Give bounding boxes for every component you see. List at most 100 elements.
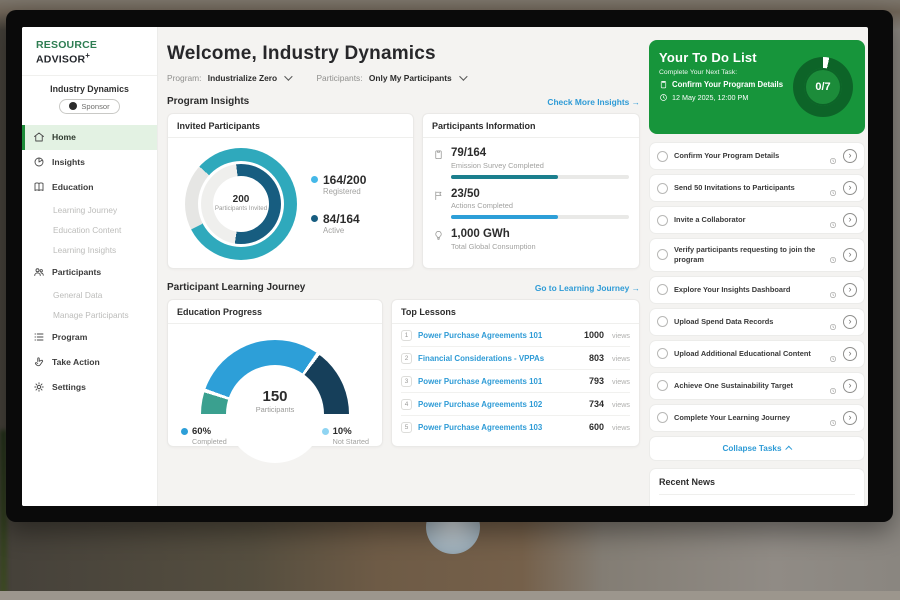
task-checkbox[interactable] (657, 380, 668, 391)
chevron-right-button[interactable]: › (843, 315, 857, 329)
lesson-link[interactable]: Power Purchase Agreements 101 (418, 331, 578, 340)
task-checkbox[interactable] (657, 151, 668, 162)
program-insights-title: Program Insights (167, 96, 249, 107)
task-checkbox[interactable] (657, 316, 668, 327)
sponsor-label: Sponsor (81, 102, 109, 111)
legend-completed: 60% Completed (181, 426, 227, 446)
logo-resource: RESOURCE (36, 39, 97, 51)
task-checkbox[interactable] (657, 249, 668, 260)
learning-journey-title: Participant Learning Journey (167, 282, 305, 293)
program-filter[interactable]: Program: Industrialize Zero (167, 73, 290, 83)
task-complete-learning-journey[interactable]: Complete Your Learning Journey › (649, 404, 865, 432)
stat-actions: 23/50 Actions Completed (432, 188, 630, 220)
participants-information-card: Participants Information 79/164 Emission… (422, 113, 640, 269)
logo-plus: + (85, 51, 90, 60)
chevron-right-button[interactable]: › (843, 347, 857, 361)
sidebar-item-label: Take Action (52, 357, 100, 367)
sponsor-badge[interactable]: Sponsor (59, 99, 119, 114)
sidebar-item-label: Program (52, 332, 87, 342)
participants-information-title: Participants Information (423, 121, 639, 138)
task-checkbox[interactable] (657, 348, 668, 359)
participants-filter[interactable]: Participants: Only My Participants (316, 73, 465, 83)
clock-icon (829, 286, 837, 294)
clock-icon (829, 350, 837, 358)
task-checkbox[interactable] (657, 215, 668, 226)
learning-journey-header: Participant Learning Journey Go to Learn… (167, 282, 640, 293)
task-upload-spend-data[interactable]: Upload Spend Data Records › (649, 308, 865, 336)
arrow-right-icon: → (632, 283, 640, 293)
program-filter-label: Program: (167, 73, 201, 83)
task-achieve-sustainability-target[interactable]: Achieve One Sustainability Target › (649, 372, 865, 400)
sidebar-item-manage-participants[interactable]: Manage Participants (22, 305, 157, 325)
lesson-link[interactable]: Financial Considerations - VPPAs (418, 354, 583, 363)
sidebar-item-participants[interactable]: Participants (22, 260, 157, 285)
clock-icon (659, 93, 668, 102)
program-filter-value: Industrialize Zero (208, 73, 277, 83)
lesson-rank: 1 (401, 330, 412, 341)
lesson-link[interactable]: Power Purchase Agreements 103 (418, 423, 583, 432)
dashboard-screen: RESOURCE ADVISOR+ Industry Dynamics Spon… (22, 27, 868, 506)
insights-icon (32, 156, 45, 169)
collapse-tasks-link[interactable]: Collapse Tasks (649, 436, 865, 461)
education-progress-title: Education Progress (168, 307, 382, 324)
take-action-icon (32, 356, 45, 369)
task-send-invitations[interactable]: Send 50 Invitations to Participants › (649, 174, 865, 202)
task-confirm-program-details[interactable]: Confirm Your Program Details › (649, 142, 865, 170)
sidebar-item-education[interactable]: Education (22, 175, 157, 200)
sidebar-item-settings[interactable]: Settings (22, 375, 157, 400)
lesson-row: 4 Power Purchase Agreements 102 734views (401, 393, 630, 416)
task-invite-collaborator[interactable]: Invite a Collaborator › (649, 206, 865, 234)
actions-icon (432, 190, 444, 201)
sidebar-item-learning-journey[interactable]: Learning Journey (22, 200, 157, 220)
go-to-learning-journey-link[interactable]: Go to Learning Journey → (535, 283, 640, 293)
task-checkbox[interactable] (657, 284, 668, 295)
chevron-right-button[interactable]: › (843, 213, 857, 227)
page-title: Welcome, Industry Dynamics (167, 43, 640, 65)
sidebar-item-insights[interactable]: Insights (22, 150, 157, 175)
chevron-right-button[interactable]: › (843, 411, 857, 425)
chevron-right-button[interactable]: › (843, 283, 857, 297)
chevron-right-button[interactable]: › (843, 149, 857, 163)
check-more-insights-link[interactable]: Check More Insights → (547, 97, 640, 107)
legend-registered: 164/200 Registered (311, 173, 366, 196)
task-explore-insights[interactable]: Explore Your Insights Dashboard › (649, 276, 865, 304)
task-checkbox[interactable] (657, 183, 668, 194)
learning-cards-row: Education Progress 150 Participants (167, 299, 640, 447)
sidebar-item-general-data[interactable]: General Data (22, 285, 157, 305)
lesson-row: 2 Financial Considerations - VPPAs 803vi… (401, 347, 630, 370)
todo-progress-value: 0/7 (815, 81, 830, 93)
clock-icon (829, 152, 837, 160)
legend-active: 84/164 Active (311, 212, 366, 235)
lesson-link[interactable]: Power Purchase Agreements 101 (418, 377, 583, 386)
sidebar-item-take-action[interactable]: Take Action (22, 350, 157, 375)
chevron-right-button[interactable]: › (843, 181, 857, 195)
lesson-row: 1 Power Purchase Agreements 101 1000view… (401, 324, 630, 347)
chevron-right-button[interactable]: › (843, 248, 857, 262)
chevron-right-button[interactable]: › (843, 379, 857, 393)
chevron-down-icon (285, 72, 293, 80)
monitor-bezel: RESOURCE ADVISOR+ Industry Dynamics Spon… (6, 10, 893, 522)
task-upload-educational-content[interactable]: Upload Additional Educational Content › (649, 340, 865, 368)
sidebar-item-learning-insights[interactable]: Learning Insights (22, 240, 157, 260)
emission-survey-progressbar (451, 175, 629, 179)
stat-consumption: 1,000 GWh Total Global Consumption (432, 228, 630, 251)
participants-filter-label: Participants: (316, 73, 362, 83)
sidebar-item-label: Home (52, 132, 76, 142)
donut-legend: 164/200 Registered 84/164 Active (311, 173, 366, 235)
lesson-link[interactable]: Power Purchase Agreements 102 (418, 400, 583, 409)
home-icon (32, 131, 45, 144)
stat-emission-survey: 79/164 Emission Survey Completed (432, 147, 630, 179)
sidebar-item-program[interactable]: Program (22, 325, 157, 350)
sidebar: RESOURCE ADVISOR+ Industry Dynamics Spon… (22, 27, 158, 506)
sidebar-item-label: Insights (52, 157, 85, 167)
lesson-row: 5 Power Purchase Agreements 103 600views (401, 416, 630, 438)
donut-center-value: 200 (233, 194, 250, 205)
legend-dot-registered (311, 176, 318, 183)
sidebar-item-education-content[interactable]: Education Content (22, 220, 157, 240)
sidebar-item-home[interactable]: Home (22, 125, 157, 150)
task-verify-participants[interactable]: Verify participants requesting to join t… (649, 238, 865, 272)
task-checkbox[interactable] (657, 412, 668, 423)
insights-cards-row: Invited Participants 200 Participants In… (167, 113, 640, 269)
top-lessons-title: Top Lessons (392, 307, 639, 324)
app-logo: RESOURCE ADVISOR+ (22, 39, 157, 66)
